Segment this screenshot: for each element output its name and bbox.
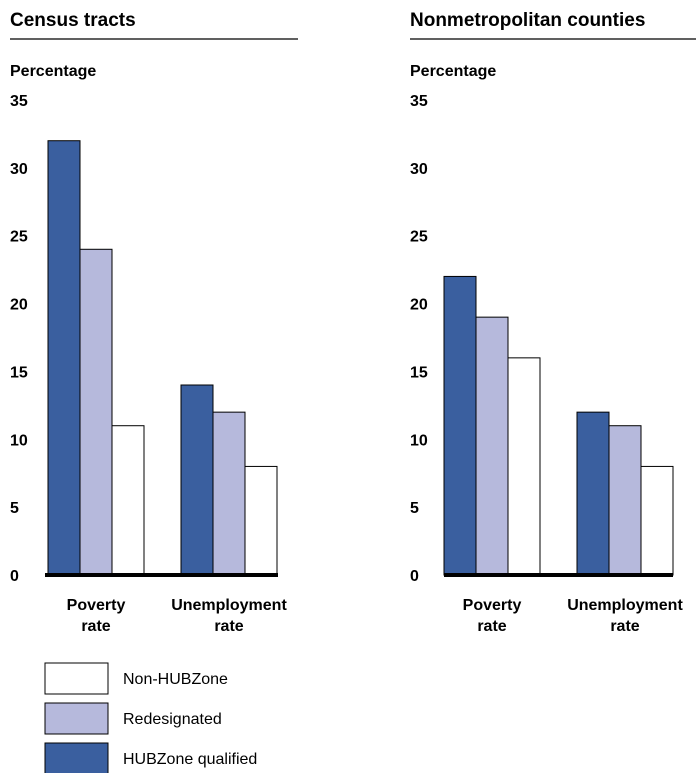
panel-title: Census tracts [10, 10, 136, 31]
x-category-label: rate [214, 618, 243, 635]
y-tick-label: 30 [10, 161, 28, 178]
bar-hubzone-qualified [47, 140, 81, 576]
legend-swatch [44, 662, 109, 695]
bar-non-hubzone [244, 465, 278, 576]
x-category-label: Poverty [463, 597, 522, 614]
legend-swatch [44, 742, 109, 775]
y-tick-label: 5 [10, 500, 19, 517]
x-category-label: Poverty [67, 597, 126, 614]
y-tick-label: 25 [410, 229, 428, 246]
y-tick-label: 15 [410, 364, 428, 381]
panel-title: Nonmetropolitan counties [410, 10, 645, 31]
y-tick-label: 35 [10, 93, 28, 110]
legend-swatch [44, 702, 109, 735]
y-tick-label: 30 [410, 161, 428, 178]
bar-hubzone-qualified [576, 411, 610, 576]
x-category-label: rate [477, 618, 506, 635]
bar-hubzone-qualified [180, 384, 214, 576]
y-tick-label: 15 [10, 364, 28, 381]
bar-redesignated [79, 248, 113, 576]
x-category-label: Unemployment [171, 597, 287, 614]
y-tick-label: 10 [10, 432, 28, 449]
x-category-label: rate [610, 618, 639, 635]
bar-non-hubzone [640, 465, 674, 576]
legend-label: HUBZone qualified [123, 751, 257, 768]
bar-redesignated [212, 411, 246, 576]
y-axis-label: Percentage [410, 63, 496, 80]
bar-hubzone-qualified [443, 275, 477, 576]
x-category-label: Unemployment [567, 597, 683, 614]
y-tick-label: 0 [10, 568, 19, 585]
y-tick-label: 5 [410, 500, 419, 517]
y-tick-label: 25 [10, 229, 28, 246]
bar-non-hubzone [111, 425, 145, 576]
y-tick-label: 10 [410, 432, 428, 449]
bar-redesignated [608, 425, 642, 576]
legend-label: Redesignated [123, 711, 222, 728]
y-tick-label: 20 [10, 297, 28, 314]
bar-non-hubzone [507, 357, 541, 576]
y-axis-label: Percentage [10, 63, 96, 80]
y-tick-label: 0 [410, 568, 419, 585]
legend-label: Non-HUBZone [123, 671, 228, 688]
bar-redesignated [475, 316, 509, 576]
x-category-label: rate [81, 618, 110, 635]
y-tick-label: 20 [410, 297, 428, 314]
y-tick-label: 35 [410, 93, 428, 110]
